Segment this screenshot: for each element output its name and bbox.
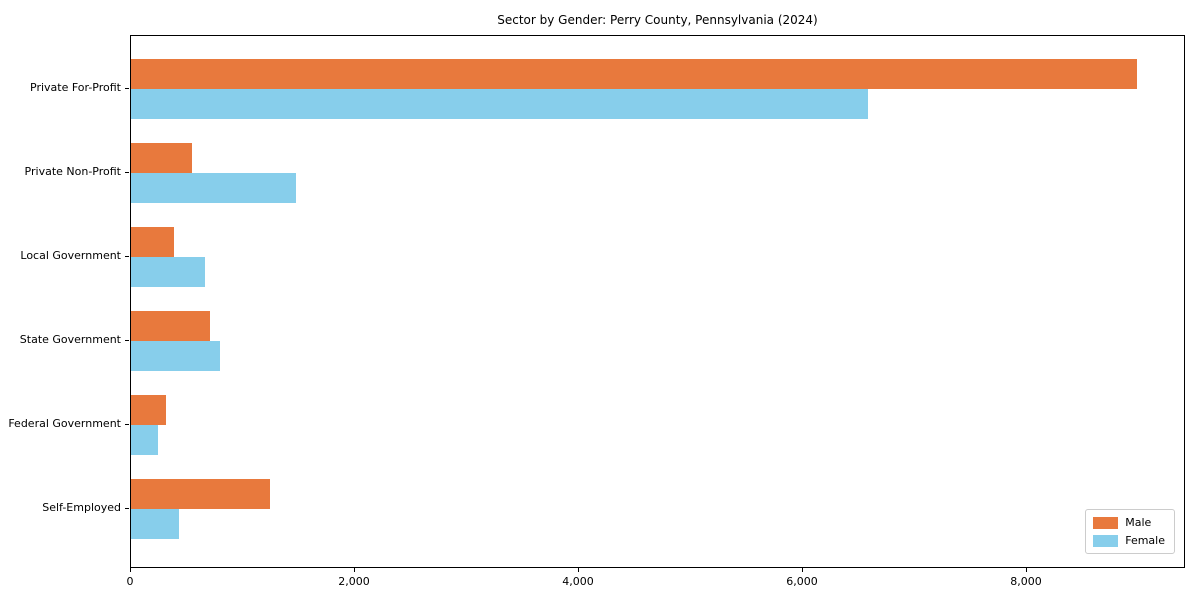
- chart-title: Sector by Gender: Perry County, Pennsylv…: [497, 13, 818, 27]
- legend-swatch-female: [1093, 534, 1119, 547]
- x-tick-label-4-000: 4,000: [562, 575, 594, 588]
- y-tick-mark: [125, 424, 129, 425]
- legend-swatch-male: [1093, 516, 1119, 529]
- y-tick-label-private-non-profit: Private Non-Profit: [24, 165, 121, 178]
- legend-label-male: Male: [1125, 516, 1152, 529]
- x-tick-mark: [1026, 568, 1027, 572]
- bar-female-private-non-profit: [131, 173, 296, 203]
- y-tick-label-self-employed: Self-Employed: [42, 501, 121, 514]
- x-tick-label-2-000: 2,000: [338, 575, 370, 588]
- y-tick-mark: [125, 256, 129, 257]
- x-tick-label-6-000: 6,000: [786, 575, 818, 588]
- bar-female-private-for-profit: [131, 89, 868, 119]
- x-tick-mark: [578, 568, 579, 572]
- bar-female-federal-government: [131, 425, 158, 455]
- legend-item-female: Female: [1093, 534, 1165, 547]
- x-tick-label-0: 0: [126, 575, 134, 588]
- bar-female-local-government: [131, 257, 205, 287]
- x-tick-mark: [802, 568, 803, 572]
- y-tick-mark: [125, 172, 129, 173]
- y-tick-mark: [125, 508, 129, 509]
- bar-female-self-employed: [131, 509, 180, 539]
- x-tick-mark: [130, 568, 131, 572]
- y-tick-mark: [125, 340, 129, 341]
- bar-male-self-employed: [131, 479, 270, 509]
- y-tick-mark: [125, 88, 129, 89]
- y-tick-label-federal-government: Federal Government: [8, 417, 121, 430]
- y-tick-label-local-government: Local Government: [20, 249, 121, 262]
- bar-male-private-non-profit: [131, 143, 192, 173]
- y-tick-label-state-government: State Government: [19, 333, 121, 346]
- legend-item-male: Male: [1093, 516, 1165, 529]
- bar-male-local-government: [131, 227, 175, 257]
- bar-male-private-for-profit: [131, 59, 1137, 89]
- plot-area: Male Female: [130, 35, 1185, 568]
- x-tick-mark: [354, 568, 355, 572]
- x-tick-label-8-000: 8,000: [1010, 575, 1042, 588]
- legend: Male Female: [1085, 509, 1175, 554]
- legend-label-female: Female: [1125, 534, 1165, 547]
- y-tick-label-private-for-profit: Private For-Profit: [30, 81, 121, 94]
- bar-female-state-government: [131, 341, 220, 371]
- bar-male-state-government: [131, 311, 210, 341]
- bar-male-federal-government: [131, 395, 166, 425]
